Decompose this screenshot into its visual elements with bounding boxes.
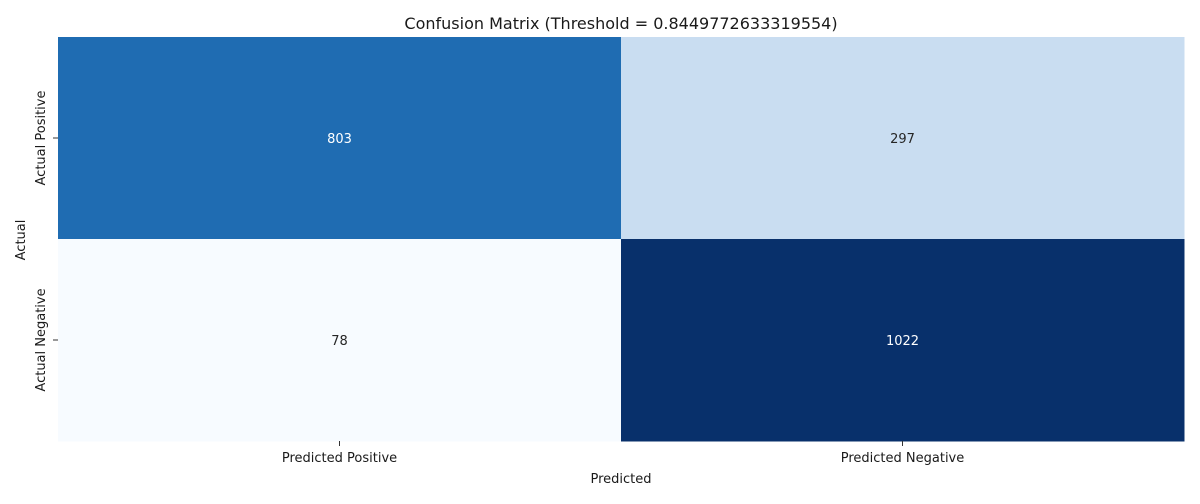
cell-value-label: 297 — [890, 132, 915, 147]
y-tick-label: Actual Negative — [34, 288, 49, 391]
heatmap-cell — [621, 37, 1185, 240]
heatmap-cell — [58, 239, 622, 442]
y-tick-label: Actual Positive — [34, 91, 49, 186]
cell-value-label: 78 — [331, 334, 348, 349]
chart-title: Confusion Matrix (Threshold = 0.84497726… — [404, 14, 837, 33]
heatmap-cells: 803 297 78 1022 — [58, 37, 1185, 442]
cell-value-label: 1022 — [886, 334, 919, 349]
heatmap-cell — [58, 37, 622, 240]
y-axis-label: Actual — [14, 220, 29, 261]
x-axis-label: Predicted — [590, 472, 651, 487]
x-tick-label: Predicted Positive — [282, 451, 397, 466]
axis-ticks: Predicted Positive Predicted Negative Actu… — [34, 91, 964, 466]
x-tick-label: Predicted Negative — [841, 451, 965, 466]
heatmap-cell — [621, 239, 1185, 442]
cell-value-label: 803 — [327, 132, 352, 147]
